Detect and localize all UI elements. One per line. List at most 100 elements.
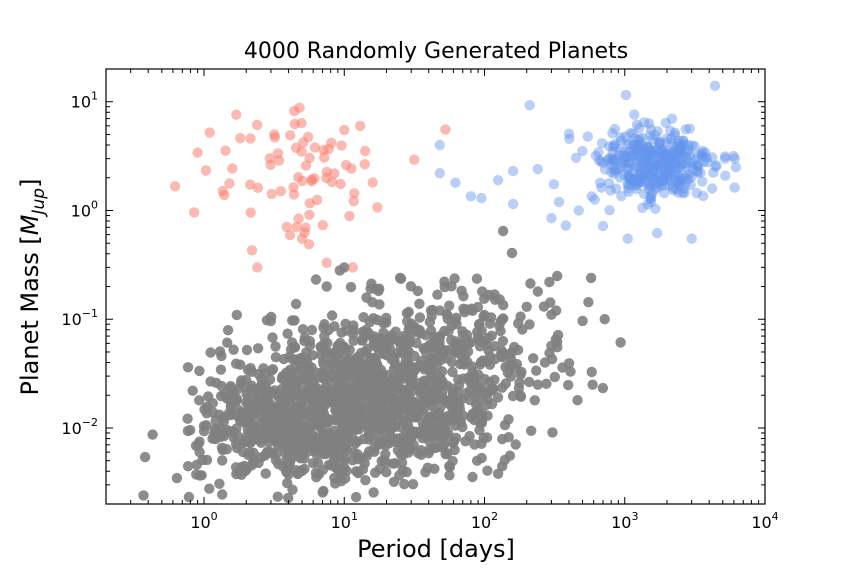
data-point-series-2 bbox=[613, 163, 624, 174]
data-point-series-2 bbox=[655, 176, 667, 187]
data-point-series-2 bbox=[603, 178, 615, 189]
data-point-series-0 bbox=[246, 460, 257, 471]
data-point-series-2 bbox=[623, 147, 634, 159]
data-point-series-2 bbox=[631, 180, 642, 191]
data-point-series-0 bbox=[337, 391, 348, 403]
data-point-series-2 bbox=[660, 153, 671, 164]
data-point-series-0 bbox=[466, 361, 477, 372]
data-point-series-2 bbox=[644, 169, 656, 181]
data-point-series-2 bbox=[652, 159, 663, 171]
data-point-series-2 bbox=[631, 162, 642, 173]
data-point-series-2 bbox=[677, 135, 689, 147]
data-point-series-2 bbox=[621, 139, 633, 150]
data-point-series-0 bbox=[340, 318, 351, 329]
data-point-series-2 bbox=[675, 141, 687, 152]
data-point-series-1 bbox=[300, 222, 311, 233]
data-point-series-2 bbox=[633, 142, 644, 153]
data-point-series-2 bbox=[691, 160, 703, 171]
data-point-series-0 bbox=[352, 436, 363, 447]
data-point-series-0 bbox=[247, 405, 259, 417]
data-point-series-2 bbox=[666, 133, 677, 144]
data-point-series-0 bbox=[432, 389, 443, 400]
data-point-series-2 bbox=[638, 188, 650, 200]
data-point-series-0 bbox=[526, 425, 537, 436]
data-point-series-0 bbox=[278, 440, 289, 452]
data-point-series-2 bbox=[671, 183, 682, 195]
data-point-series-0 bbox=[351, 466, 362, 477]
data-point-series-0 bbox=[430, 406, 441, 418]
data-point-series-2 bbox=[632, 140, 643, 151]
data-point-series-2 bbox=[630, 176, 641, 187]
data-point-series-0 bbox=[327, 440, 338, 452]
data-point-series-2 bbox=[573, 205, 584, 216]
data-point-series-0 bbox=[414, 312, 426, 323]
data-point-series-2 bbox=[655, 170, 667, 182]
data-point-series-0 bbox=[476, 417, 487, 429]
data-point-series-2 bbox=[607, 141, 619, 152]
data-point-series-2 bbox=[650, 203, 661, 214]
data-point-series-0 bbox=[497, 314, 508, 325]
data-point-series-2 bbox=[636, 145, 647, 157]
data-point-series-2 bbox=[670, 163, 682, 174]
data-point-series-2 bbox=[532, 163, 543, 175]
data-point-series-0 bbox=[270, 352, 282, 363]
data-point-series-0 bbox=[295, 396, 306, 407]
data-point-series-2 bbox=[673, 187, 684, 198]
data-point-series-2 bbox=[639, 117, 650, 128]
data-point-series-0 bbox=[214, 478, 225, 489]
y-label-prefix: Planet Mass [ bbox=[16, 235, 44, 395]
data-point-series-0 bbox=[254, 430, 265, 441]
data-point-series-0 bbox=[320, 391, 332, 402]
data-point-series-0 bbox=[458, 341, 470, 352]
data-point-series-2 bbox=[604, 205, 615, 216]
data-point-series-0 bbox=[207, 433, 218, 444]
data-point-series-2 bbox=[615, 132, 626, 143]
data-point-series-2 bbox=[629, 133, 641, 144]
data-point-series-2 bbox=[661, 137, 672, 148]
data-point-series-1 bbox=[245, 133, 256, 144]
data-point-series-2 bbox=[663, 179, 675, 191]
data-point-series-0 bbox=[378, 318, 389, 329]
data-point-series-0 bbox=[287, 401, 298, 412]
data-point-series-0 bbox=[337, 384, 348, 395]
data-point-series-0 bbox=[413, 447, 424, 459]
data-point-series-1 bbox=[204, 127, 215, 138]
data-point-series-0 bbox=[336, 327, 347, 338]
data-point-series-0 bbox=[464, 430, 475, 442]
data-point-series-2 bbox=[701, 152, 712, 163]
y-tick-exponent: 0 bbox=[91, 199, 98, 212]
data-point-series-0 bbox=[272, 491, 283, 502]
data-point-series-0 bbox=[347, 383, 358, 394]
x-tick-base: 10 bbox=[331, 513, 351, 532]
data-point-series-0 bbox=[474, 318, 485, 330]
data-point-series-0 bbox=[216, 380, 227, 392]
data-point-series-2 bbox=[680, 158, 692, 169]
data-point-series-1 bbox=[192, 147, 203, 158]
data-point-series-2 bbox=[650, 146, 662, 157]
data-point-series-2 bbox=[678, 183, 689, 194]
data-point-series-2 bbox=[646, 188, 658, 199]
data-point-series-0 bbox=[438, 441, 449, 452]
data-point-series-0 bbox=[147, 429, 158, 440]
data-point-series-2 bbox=[647, 149, 658, 160]
data-point-series-2 bbox=[643, 149, 654, 160]
data-point-series-2 bbox=[683, 145, 694, 156]
data-point-series-2 bbox=[507, 165, 519, 177]
data-point-series-1 bbox=[252, 262, 263, 273]
data-point-series-2 bbox=[664, 175, 675, 186]
data-point-series-0 bbox=[139, 451, 151, 463]
data-point-series-0 bbox=[497, 433, 508, 445]
data-point-series-0 bbox=[217, 455, 228, 466]
data-point-series-1 bbox=[326, 137, 337, 148]
data-point-series-0 bbox=[298, 373, 309, 384]
data-point-series-2 bbox=[614, 172, 626, 183]
data-point-series-2 bbox=[633, 135, 644, 146]
data-point-series-2 bbox=[645, 124, 656, 135]
data-point-series-1 bbox=[303, 239, 315, 250]
data-point-series-0 bbox=[215, 422, 226, 434]
y-tick-base: 10 bbox=[71, 202, 91, 221]
data-point-series-0 bbox=[187, 385, 198, 396]
data-point-series-2 bbox=[658, 175, 670, 186]
data-point-series-0 bbox=[487, 383, 498, 394]
data-point-series-2 bbox=[648, 171, 659, 182]
